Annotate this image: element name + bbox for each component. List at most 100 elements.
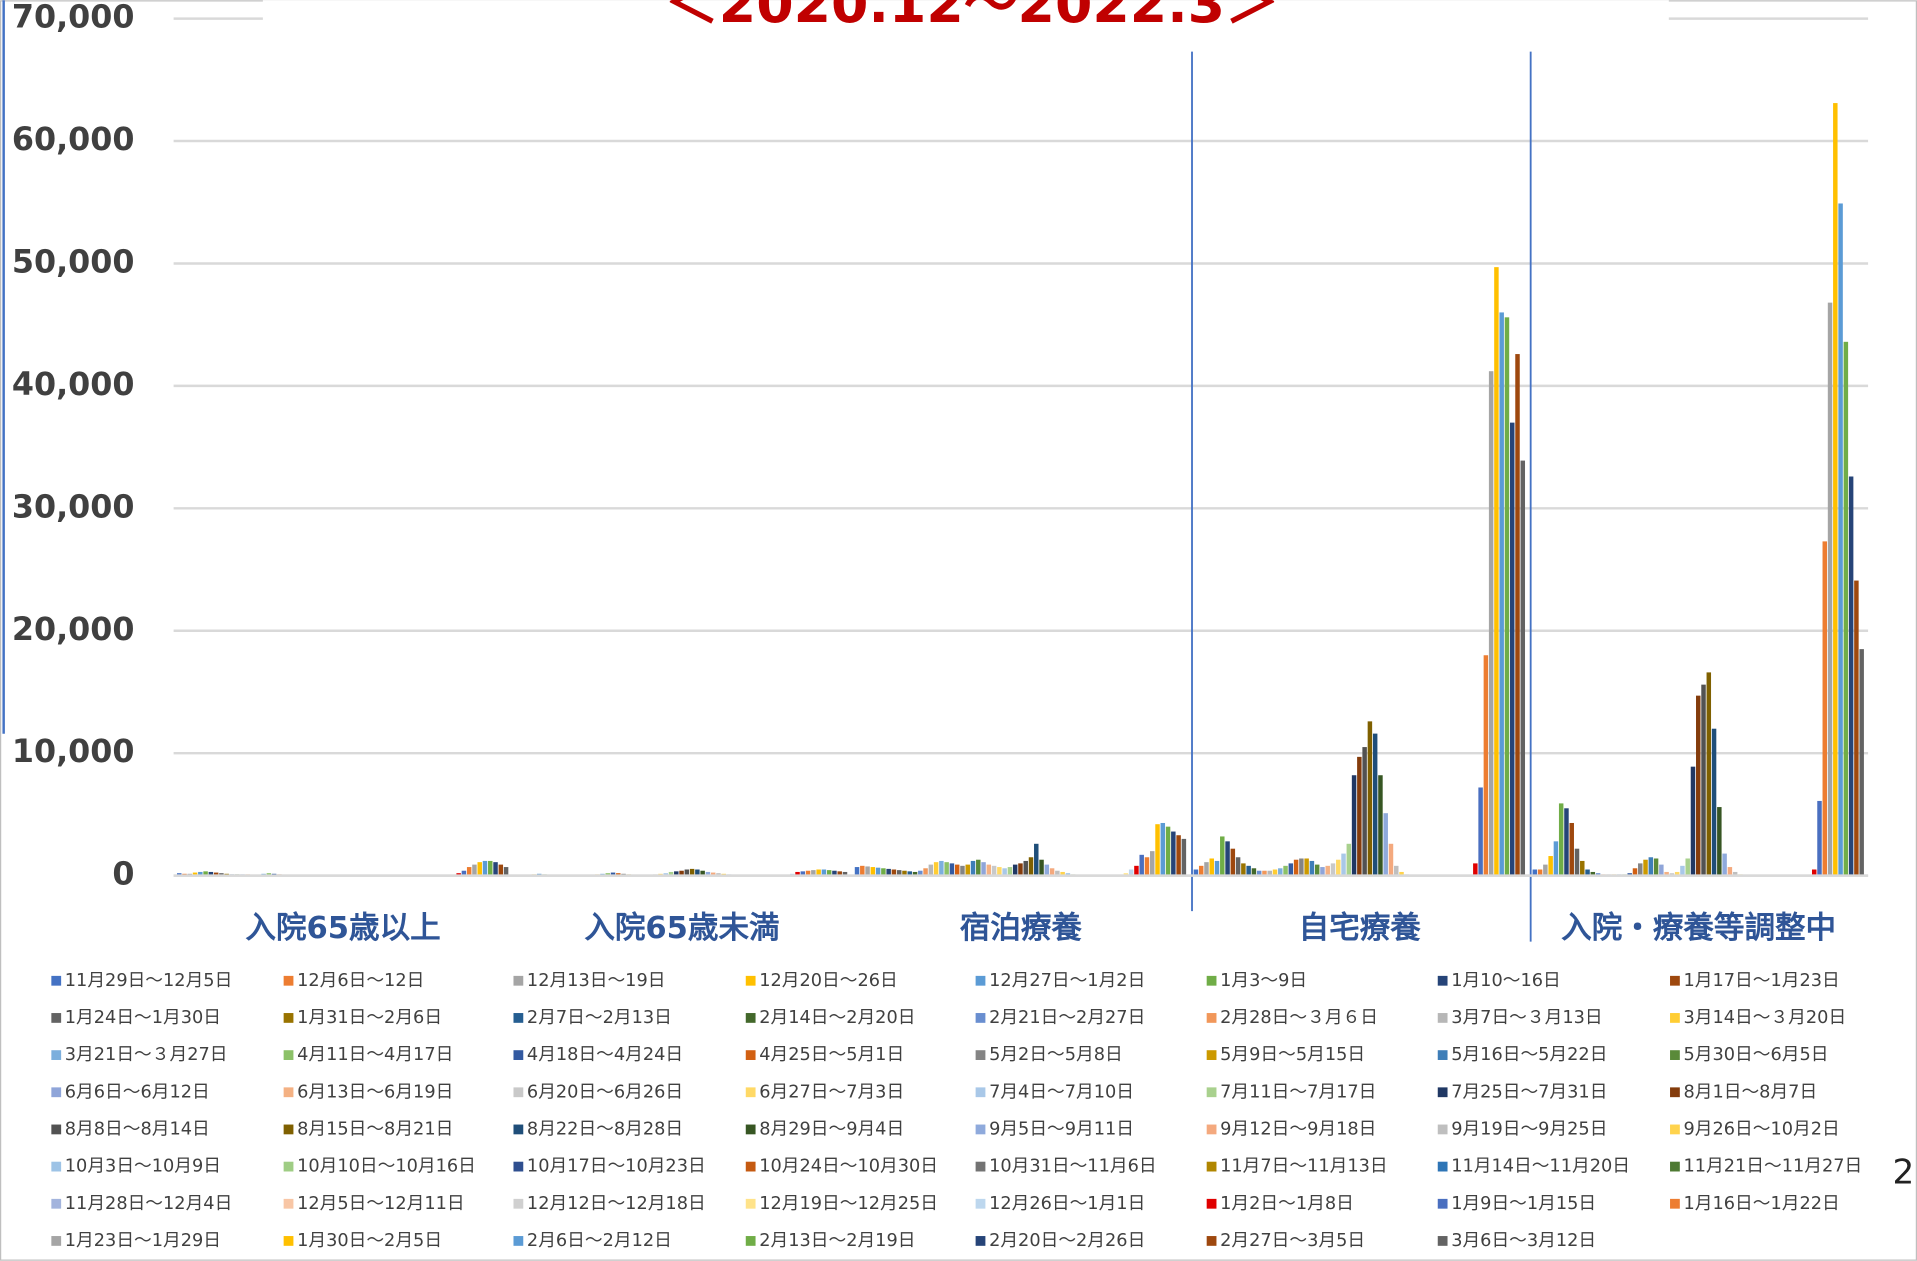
bar	[842, 871, 848, 876]
bar	[1827, 302, 1833, 876]
legend-swatch	[1670, 1050, 1680, 1060]
legend-label: 1月30日～2月5日	[297, 1231, 442, 1251]
bar	[1134, 865, 1139, 876]
bar	[1585, 869, 1590, 876]
legend-label: 11月7日～11月13日	[1220, 1157, 1388, 1177]
bar	[461, 870, 467, 876]
legend-swatch	[513, 1198, 524, 1209]
bar	[1643, 859, 1648, 876]
legend-label: 2月21日～2月27日	[989, 1008, 1145, 1028]
legend-label: 10月24日～10月30日	[759, 1157, 938, 1177]
bar	[949, 863, 955, 876]
bar	[907, 871, 912, 876]
bar	[1007, 867, 1013, 876]
bar	[1543, 864, 1548, 876]
bar	[1357, 756, 1362, 876]
bar	[1520, 460, 1526, 876]
legend-swatch	[513, 1013, 524, 1023]
bar	[1314, 864, 1320, 876]
bar	[1394, 865, 1399, 876]
legend-label: 1月2日～1月8日	[1220, 1194, 1354, 1214]
bar	[881, 868, 886, 876]
x-tick-label: 入院65歳以上	[245, 910, 440, 946]
bar	[891, 869, 897, 876]
bar	[1669, 873, 1675, 876]
bar	[684, 869, 690, 876]
bar	[811, 870, 816, 876]
bar	[923, 868, 928, 876]
bar	[1144, 857, 1150, 876]
bar	[1564, 808, 1569, 876]
bar	[1553, 841, 1559, 876]
bar	[795, 871, 800, 876]
bar	[456, 873, 461, 876]
legend-swatch	[513, 1087, 524, 1098]
grid	[173, 17, 1869, 877]
bar	[1817, 800, 1822, 876]
bar	[1580, 860, 1585, 876]
bar	[826, 870, 832, 876]
bar	[1494, 267, 1499, 876]
bar	[954, 864, 960, 876]
bar	[991, 865, 997, 876]
bar	[928, 864, 934, 876]
y-tick-label: 30,000	[12, 489, 135, 525]
bar	[213, 872, 219, 876]
legend-label: 8月29日～9月4日	[759, 1119, 904, 1139]
bar	[816, 869, 821, 876]
legend-swatch	[1670, 1087, 1680, 1098]
legend-label: 3月7日～３月13日	[1451, 1008, 1602, 1028]
legend-label: 3月14日～３月20日	[1683, 1008, 1846, 1028]
legend-swatch	[1206, 1050, 1217, 1060]
bar	[1711, 728, 1717, 876]
legend-label: 10月31日～11月6日	[989, 1157, 1157, 1177]
bar	[1288, 863, 1294, 876]
bar	[1325, 865, 1330, 876]
bar	[805, 870, 811, 876]
legend-label: 1月10～16日	[1451, 971, 1561, 991]
bar	[488, 860, 493, 876]
bar	[1123, 873, 1129, 876]
legend-swatch	[745, 975, 756, 986]
legend-swatch	[1437, 1087, 1448, 1098]
bar	[1659, 864, 1664, 876]
legend-label: 2月13日～2月19日	[759, 1231, 915, 1251]
bar	[1680, 865, 1685, 876]
bar	[1843, 341, 1849, 876]
bar	[705, 871, 711, 876]
bar	[1473, 863, 1478, 876]
bar	[1537, 869, 1543, 876]
bar	[1012, 864, 1018, 876]
legend-label: 12月27日～1月2日	[989, 971, 1145, 991]
legend-swatch	[283, 1087, 294, 1098]
bar	[1330, 863, 1336, 876]
bar	[918, 870, 923, 876]
bar	[1278, 868, 1283, 876]
bar	[1690, 766, 1696, 876]
bar	[203, 871, 208, 876]
bar	[1171, 831, 1176, 876]
bar	[1230, 848, 1236, 876]
bar	[710, 872, 716, 876]
bar	[1367, 721, 1373, 876]
legend-swatch	[1437, 1161, 1448, 1172]
bar	[482, 860, 488, 876]
bar	[1283, 865, 1288, 876]
legend-label: 9月5日～9月11日	[989, 1119, 1134, 1139]
bar	[679, 870, 684, 876]
legend-swatch	[51, 1161, 62, 1172]
legend-label: 11月21日～11月27日	[1683, 1157, 1862, 1177]
y-tick-label: 60,000	[12, 122, 135, 158]
bar	[1209, 858, 1214, 876]
bar	[1018, 863, 1023, 876]
bar	[1293, 859, 1299, 876]
legend-swatch	[1670, 1198, 1680, 1209]
x-tick-label: 宿泊療養	[960, 911, 1083, 946]
bar	[1165, 826, 1171, 876]
bar	[1696, 695, 1701, 876]
legend-label: 2月27日～3月5日	[1220, 1231, 1365, 1251]
bar	[865, 866, 870, 876]
bar	[1214, 860, 1220, 876]
bar	[1351, 775, 1357, 876]
